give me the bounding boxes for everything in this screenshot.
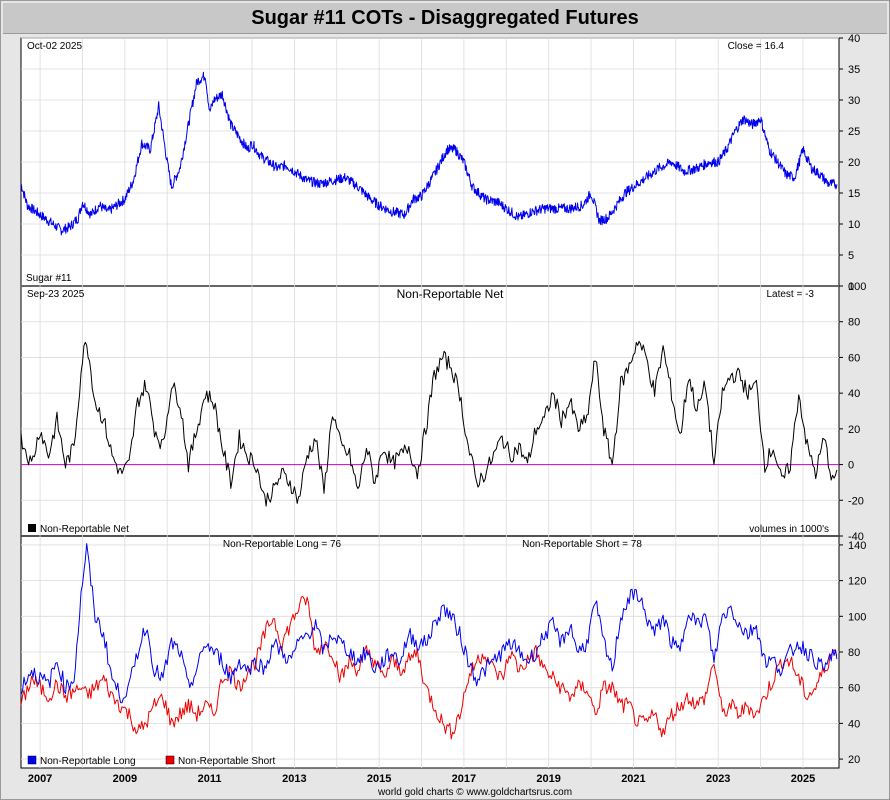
y-tick-label-p2-100: 100 xyxy=(848,611,866,623)
x-tick-label-2015: 2015 xyxy=(367,773,391,785)
net-latest-label: Latest = -3 xyxy=(766,289,814,300)
x-tick-label-2025: 2025 xyxy=(791,773,815,785)
price-close-label: Close = 16.4 xyxy=(728,41,785,52)
y-tick-label-p1--20: -20 xyxy=(848,495,864,507)
y-tick-label-p0-25: 25 xyxy=(848,126,860,138)
net-legend-swatch xyxy=(28,524,36,532)
y-tick-label-p0-0: 0 xyxy=(848,281,854,293)
y-tick-label-p2-60: 60 xyxy=(848,683,860,695)
y-tick-label-p1-40: 40 xyxy=(848,388,860,400)
y-tick-label-p2-40: 40 xyxy=(848,718,860,730)
net-date-label: Sep-23 2025 xyxy=(27,289,85,300)
y-tick-label-p0-40: 40 xyxy=(848,33,860,45)
x-tick-label-2023: 2023 xyxy=(706,773,730,785)
volumes-note: volumes in 1000's xyxy=(749,524,829,535)
price-panel-name: Sugar #11 xyxy=(26,273,72,284)
y-tick-label-p0-20: 20 xyxy=(848,157,860,169)
series-line-sugar-11 xyxy=(20,71,838,236)
y-tick-label-p1-60: 60 xyxy=(848,352,860,364)
short-legend-swatch xyxy=(165,755,175,765)
y-tick-label-p0-5: 5 xyxy=(848,250,854,262)
long-legend-label: Non-Reportable Long xyxy=(40,756,136,767)
x-tick-label-2013: 2013 xyxy=(282,773,306,785)
x-tick-label-2021: 2021 xyxy=(621,773,645,785)
y-tick-label-p0-10: 10 xyxy=(848,219,860,231)
y-tick-label-p0-15: 15 xyxy=(848,188,860,200)
y-tick-label-p2-20: 20 xyxy=(848,754,860,766)
short-latest-label: Non-Reportable Short = 78 xyxy=(522,539,642,550)
series-line-non-reportable-short xyxy=(20,596,838,740)
y-tick-label-p2-120: 120 xyxy=(848,576,866,588)
footer-credit: world gold charts © www.goldchartsrus.co… xyxy=(377,787,572,798)
y-tick-label-p2-80: 80 xyxy=(848,647,860,659)
page-title: Sugar #11 COTs - Disaggregated Futures xyxy=(251,7,639,29)
y-tick-label-p1-80: 80 xyxy=(848,317,860,329)
long-legend-swatch xyxy=(27,755,37,765)
series-line-non-reportable-long xyxy=(20,543,838,704)
y-tick-label-p1--40: -40 xyxy=(848,531,864,543)
net-panel xyxy=(20,285,840,537)
x-tick-label-2011: 2011 xyxy=(198,773,222,785)
long-latest-label: Non-Reportable Long = 76 xyxy=(223,539,342,550)
series-line-non-reportable-net xyxy=(20,340,838,507)
y-tick-label-p2-140: 140 xyxy=(848,540,866,552)
y-tick-label-p1-100: 100 xyxy=(848,281,866,293)
y-tick-label-p0-35: 35 xyxy=(848,64,860,76)
short-legend-label: Non-Reportable Short xyxy=(178,756,275,767)
net-panel-title: Non-Reportable Net xyxy=(397,287,504,301)
x-tick-label-2009: 2009 xyxy=(113,773,137,785)
y-tick-label-p1-20: 20 xyxy=(848,424,860,436)
net-legend-label: Non-Reportable Net xyxy=(40,524,129,535)
x-tick-label-2017: 2017 xyxy=(452,773,476,785)
price-date-label: Oct-02 2025 xyxy=(27,41,82,52)
x-tick-label-2007: 2007 xyxy=(28,773,52,785)
y-tick-label-p1-0: 0 xyxy=(848,460,854,472)
y-tick-label-p0-30: 30 xyxy=(848,95,860,107)
title-bar: Sugar #11 COTs - Disaggregated Futures xyxy=(3,3,887,34)
x-tick-label-2019: 2019 xyxy=(536,773,560,785)
